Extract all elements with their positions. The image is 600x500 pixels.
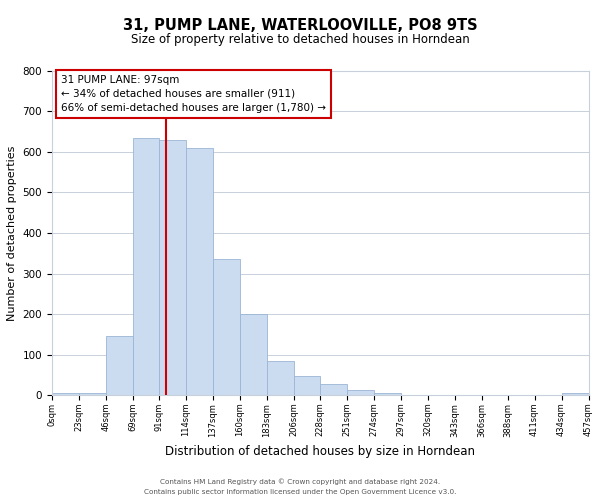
Bar — [186, 148, 213, 395]
Bar — [79, 394, 106, 395]
Bar — [320, 384, 347, 395]
Text: 31, PUMP LANE, WATERLOOVILLE, PO8 9TS: 31, PUMP LANE, WATERLOOVILLE, PO8 9TS — [122, 18, 478, 32]
Bar — [52, 394, 79, 395]
Text: Size of property relative to detached houses in Horndean: Size of property relative to detached ho… — [131, 32, 469, 46]
Text: Contains public sector information licensed under the Open Government Licence v3: Contains public sector information licen… — [144, 489, 456, 495]
Bar — [159, 140, 186, 395]
Text: Contains HM Land Registry data © Crown copyright and database right 2024.: Contains HM Land Registry data © Crown c… — [160, 478, 440, 485]
Bar — [562, 394, 589, 395]
Bar — [374, 393, 401, 395]
Bar — [106, 336, 133, 395]
Bar — [213, 260, 240, 395]
Bar — [294, 376, 320, 395]
Bar — [240, 314, 267, 395]
Y-axis label: Number of detached properties: Number of detached properties — [7, 146, 17, 320]
Bar — [133, 138, 159, 395]
X-axis label: Distribution of detached houses by size in Horndean: Distribution of detached houses by size … — [165, 445, 475, 458]
Text: 31 PUMP LANE: 97sqm
← 34% of detached houses are smaller (911)
66% of semi-detac: 31 PUMP LANE: 97sqm ← 34% of detached ho… — [61, 75, 326, 113]
Bar — [347, 390, 374, 395]
Bar — [267, 360, 294, 395]
